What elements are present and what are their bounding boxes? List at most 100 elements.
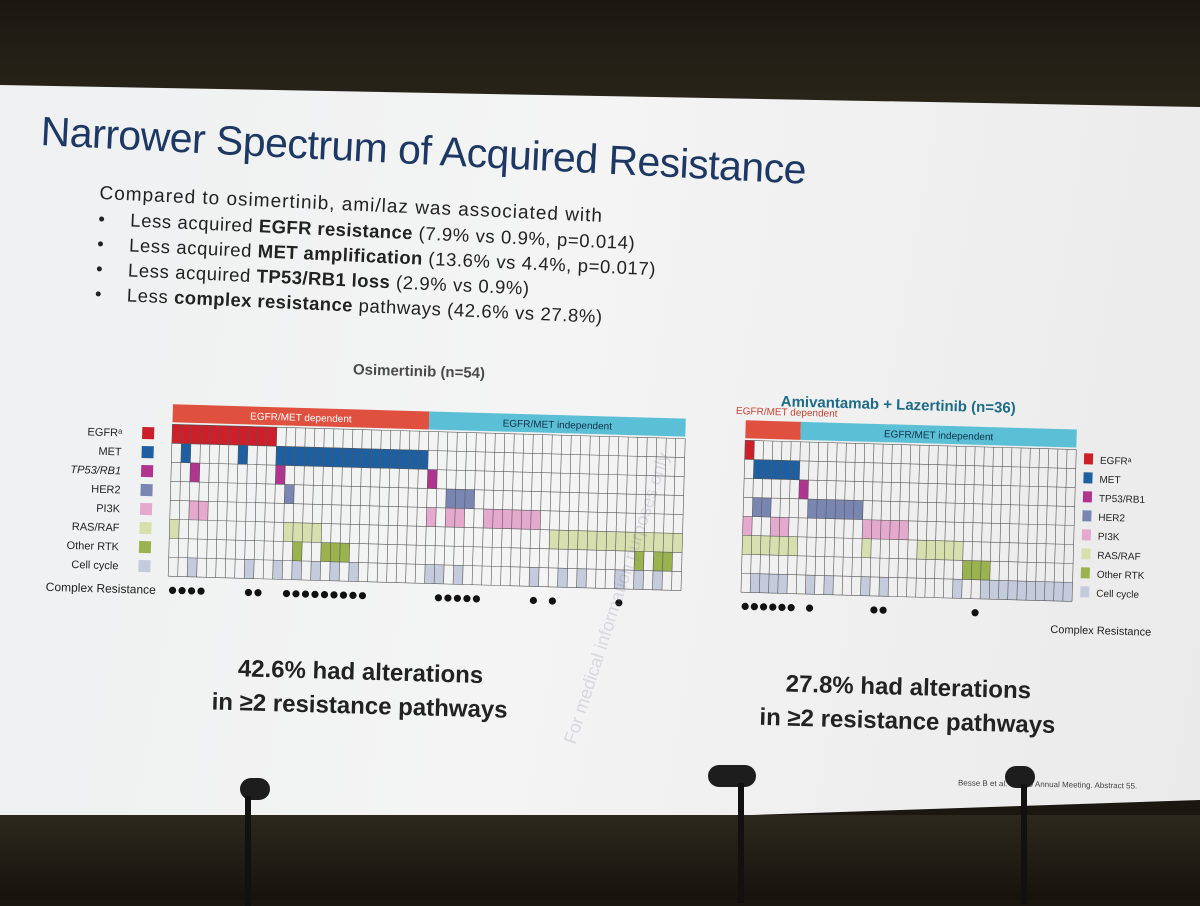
alteration-cell	[778, 536, 789, 556]
complex-resistance-dot	[870, 606, 878, 614]
legend-swatch	[138, 540, 152, 554]
complex-resistance-dot	[320, 591, 329, 599]
grid-line	[168, 575, 681, 591]
row-label: TP53/RB1	[1099, 494, 1146, 506]
alteration-cell	[860, 576, 871, 596]
alteration-cell	[953, 541, 964, 561]
grid-line	[745, 439, 1077, 450]
row-label: PI3K	[1098, 532, 1120, 544]
legend-swatch	[1080, 586, 1090, 598]
alteration-cell	[283, 522, 294, 542]
alteration-cell	[634, 532, 645, 552]
summary-line: in ≥2 resistance pathways	[759, 704, 1056, 739]
alteration-cell	[284, 484, 295, 504]
grid-line	[171, 442, 685, 458]
alteration-cell	[777, 574, 788, 594]
alteration-cell	[769, 536, 780, 556]
legend-swatch	[1082, 510, 1092, 522]
complex-resistance-dot	[548, 597, 556, 605]
alteration-cell	[816, 499, 827, 519]
legend-swatch	[1083, 472, 1093, 484]
alteration-cell	[330, 542, 341, 563]
alteration-cell	[788, 536, 798, 556]
alteration-cell	[424, 564, 435, 584]
microphone-stand	[245, 796, 251, 906]
alteration-cell	[171, 424, 182, 444]
alteration-cell	[652, 570, 663, 591]
microphone-head	[708, 765, 756, 787]
microphone-stand	[738, 783, 744, 903]
alteration-cell	[771, 460, 782, 480]
alteration-cell	[445, 507, 456, 528]
alteration-cell	[853, 500, 864, 520]
row-label: EGFRᵃ	[87, 426, 123, 439]
alteration-cell	[615, 531, 626, 551]
alteration-cell	[418, 450, 429, 470]
alteration-cell	[332, 447, 343, 468]
summary-line: 27.8% had alterations	[785, 671, 1031, 705]
alteration-cell	[925, 540, 936, 560]
alteration-cell	[644, 532, 655, 552]
row-label: RAS/RAF	[1097, 551, 1141, 563]
row-label: MET	[1099, 475, 1120, 487]
alteration-cell	[1053, 581, 1064, 602]
row-label: Other RTK	[1097, 570, 1145, 582]
grid-line	[744, 458, 1076, 469]
alteration-cell	[844, 500, 854, 520]
alteration-cell	[266, 426, 277, 447]
complex-resistance-dot	[805, 604, 814, 612]
alteration-cell	[237, 445, 248, 465]
alteration-cell	[861, 538, 872, 558]
summary-line: in ≥2 resistance pathways	[211, 689, 508, 724]
grid-line	[169, 518, 683, 534]
complex-resistance-dot	[244, 588, 253, 597]
alteration-cell	[454, 508, 465, 528]
alteration-cell	[188, 500, 199, 521]
alteration-cell	[399, 449, 410, 469]
alteration-cell	[1016, 580, 1027, 601]
complex-resistance-dot	[463, 594, 471, 603]
alteration-cell	[750, 573, 760, 593]
alteration-cell	[389, 449, 400, 469]
alteration-cell	[760, 535, 771, 556]
alteration-cell	[530, 510, 541, 530]
alteration-cell	[878, 577, 889, 597]
complex-resistance-dot	[254, 589, 262, 597]
alteration-cell	[219, 425, 230, 445]
alteration-cell	[751, 535, 761, 555]
alteration-cell	[342, 448, 353, 468]
complex-resistance-dot	[349, 591, 357, 600]
alteration-cell	[1062, 582, 1073, 602]
complex-resistance-dot	[769, 603, 777, 611]
summary-line: 42.6% had alterations	[238, 655, 484, 689]
alteration-cell	[339, 543, 350, 563]
alteration-cell	[351, 448, 362, 468]
group-bar	[428, 411, 686, 437]
alteration-cell	[577, 530, 588, 550]
alteration-cell	[1026, 581, 1036, 601]
alteration-cell	[180, 443, 191, 463]
legend-swatch	[140, 464, 154, 478]
alteration-cell	[989, 580, 999, 600]
legend-swatch	[1080, 567, 1090, 579]
alteration-cell	[257, 426, 268, 446]
alteration-cell	[492, 509, 503, 529]
alteration-cell	[596, 531, 607, 551]
row-label: Cell cycle	[71, 559, 118, 572]
alteration-cell	[169, 519, 180, 539]
grid-line	[168, 556, 682, 572]
legend-swatch	[1081, 548, 1091, 560]
group-label: EGFR/MET dependent	[250, 411, 352, 425]
alteration-cell	[606, 531, 617, 551]
alteration-cell	[291, 560, 302, 580]
complex-resistance-dot	[741, 602, 749, 610]
complex-resistance-dot	[434, 594, 443, 602]
complex-resistance-dot	[197, 587, 205, 595]
row-label: Other RTK	[66, 540, 119, 553]
panel-title: Osimertinib (n=54)	[353, 361, 486, 382]
alteration-cell	[427, 469, 438, 489]
grid-line	[743, 515, 1075, 526]
legend-swatch	[140, 483, 153, 497]
grid-line	[740, 591, 1073, 602]
alteration-cell	[662, 552, 673, 572]
